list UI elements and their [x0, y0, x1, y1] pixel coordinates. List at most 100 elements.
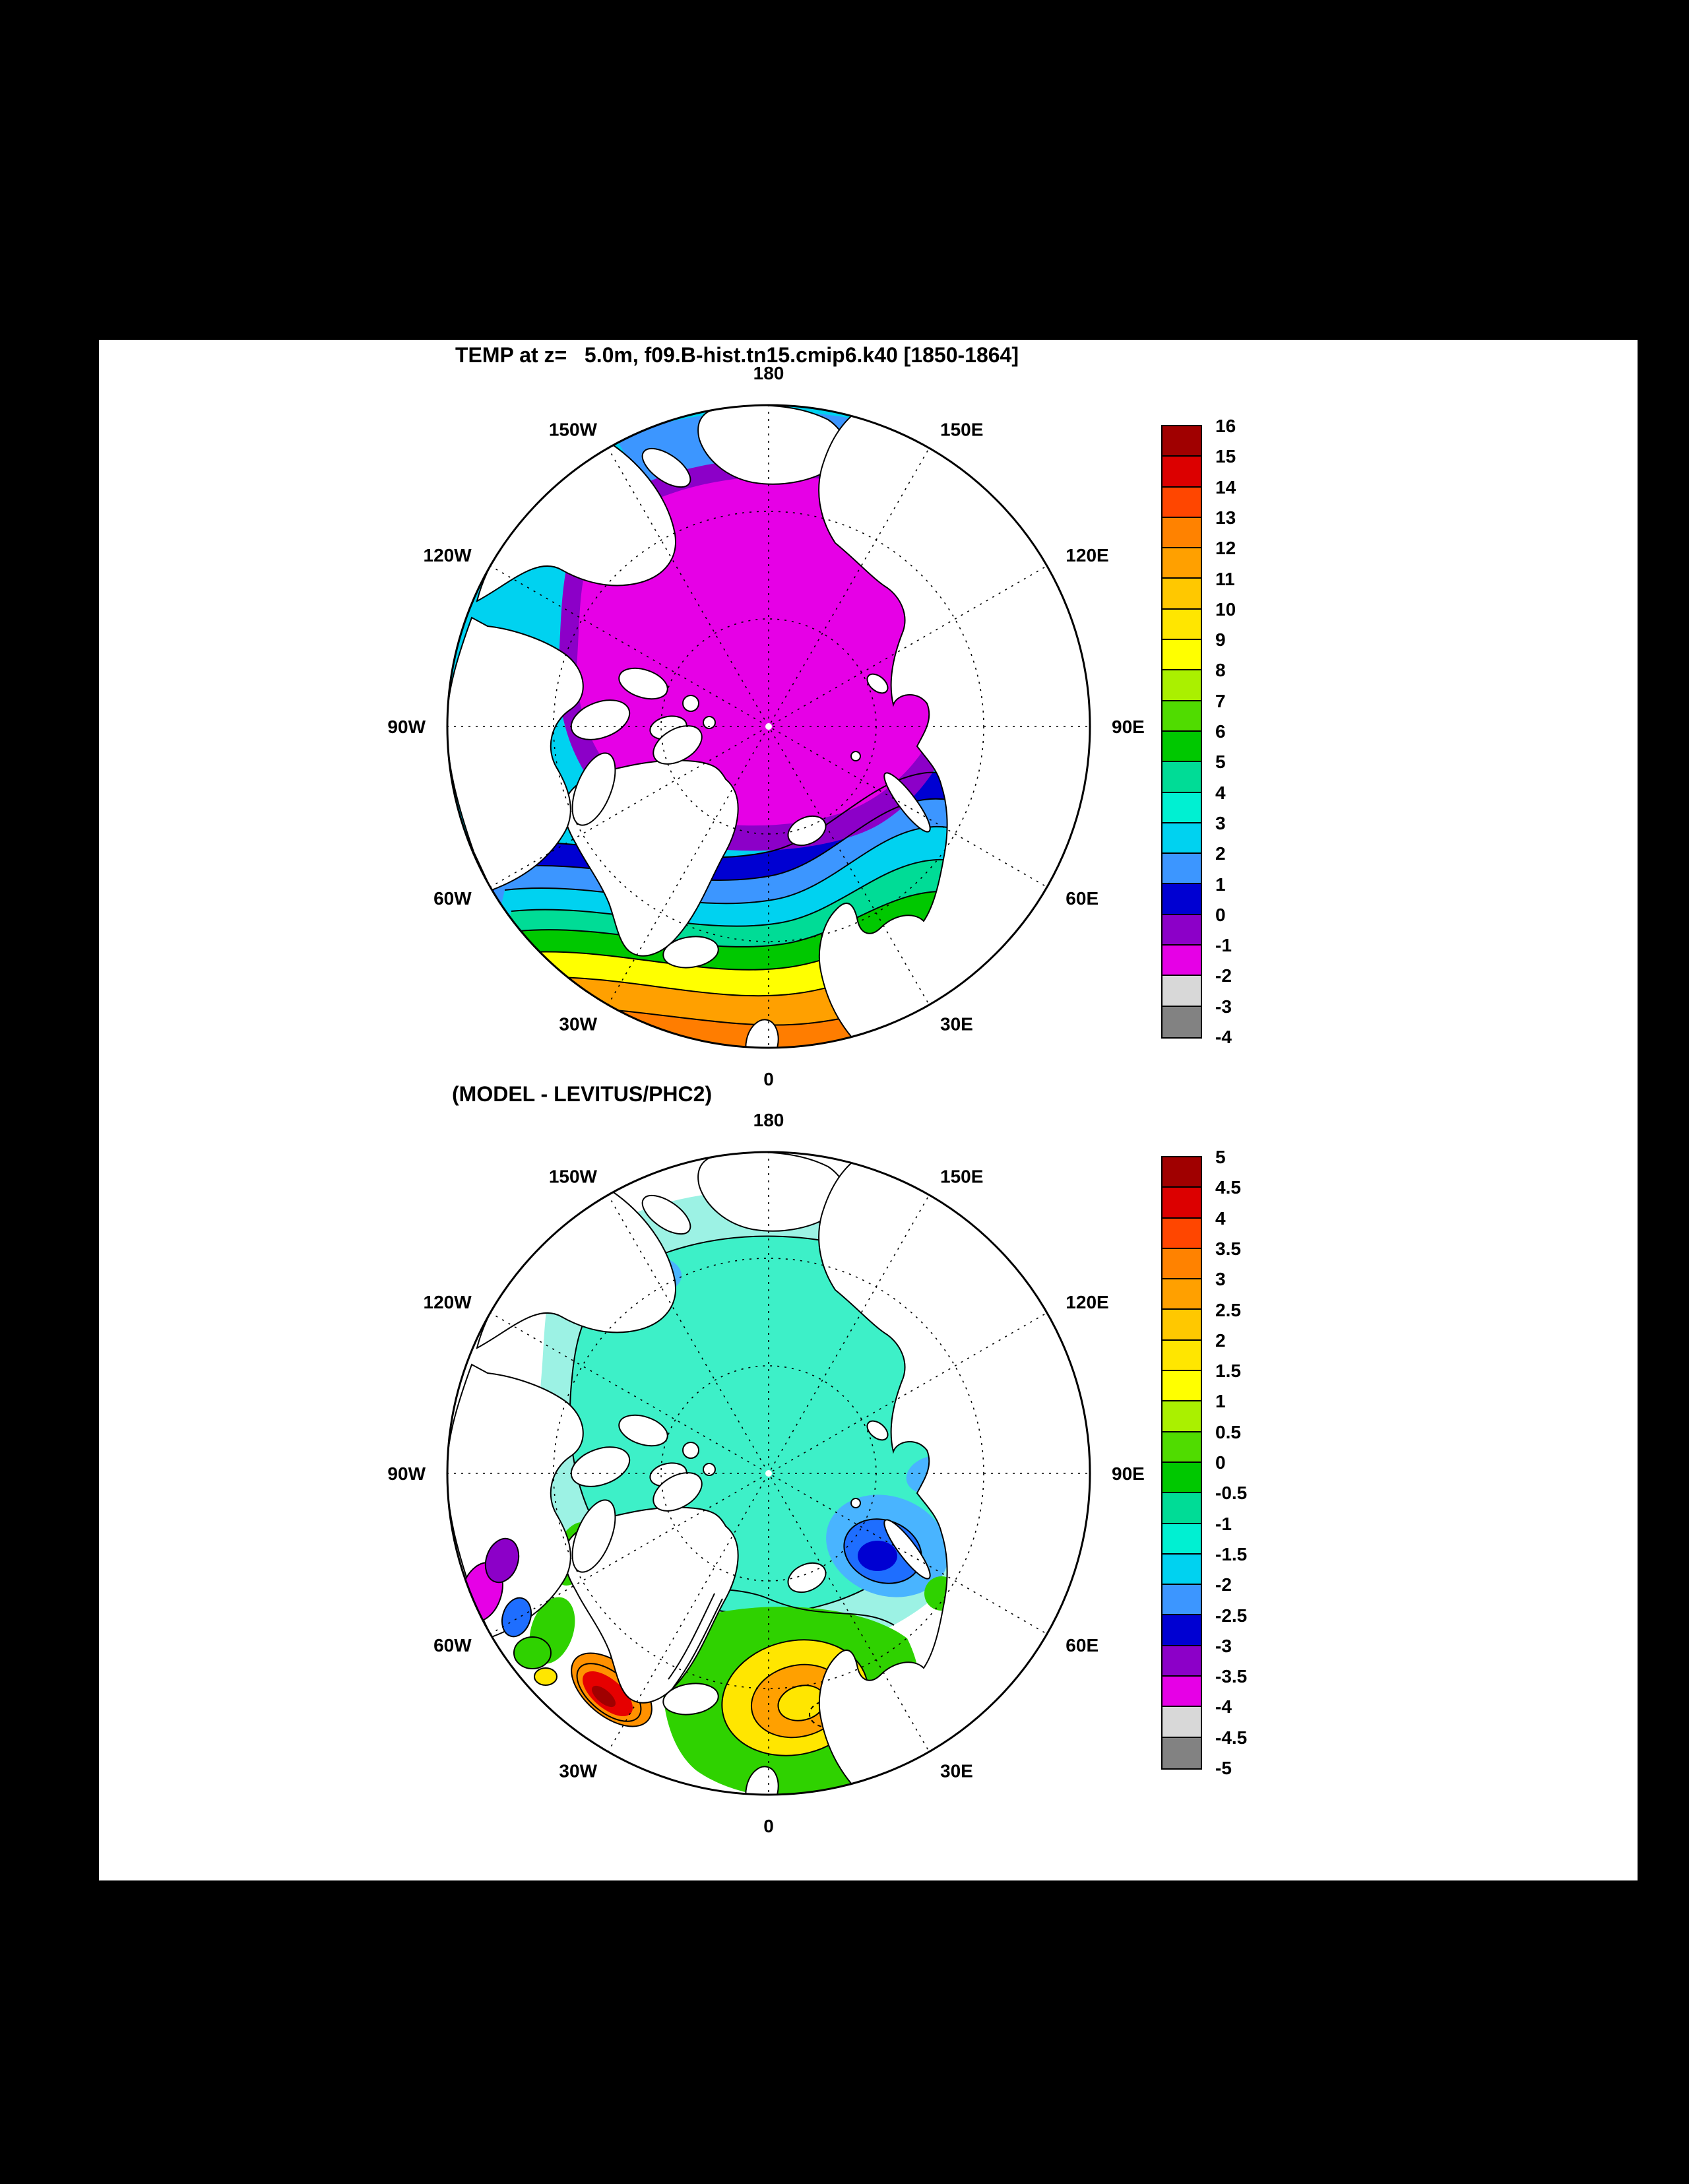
colorbar-box: [1163, 976, 1201, 1007]
lon-label-90E: 90E: [1112, 1463, 1145, 1484]
map2-field: [447, 1152, 1090, 1795]
colorbar-box: [1163, 1310, 1201, 1341]
lon-label-150E: 150E: [940, 420, 983, 440]
colorbar-level: 0: [1215, 1452, 1226, 1473]
colorbar-box: [1163, 548, 1201, 579]
colorbar-boxes: [1161, 425, 1202, 1039]
colorbar-level: 5: [1215, 1147, 1226, 1167]
colorbar-box: [1163, 854, 1201, 885]
colorbar-box: [1163, 1615, 1201, 1646]
colorbar-boxes: [1161, 1156, 1202, 1770]
colorbar-level: -4: [1215, 1027, 1232, 1047]
colorbar-box: [1163, 1432, 1201, 1463]
colorbar-box: [1163, 1340, 1201, 1372]
colorbar-level: -3: [1215, 996, 1232, 1017]
map1-field: [447, 405, 1090, 1048]
colorbar-level: 3.5: [1215, 1238, 1241, 1259]
colorbar-level: 12: [1215, 538, 1236, 559]
map2-rim: [446, 1151, 1091, 1796]
colorbar-level: 7: [1215, 690, 1226, 711]
colorbar-box: [1163, 670, 1201, 701]
lon-label-120E: 120E: [1066, 1292, 1108, 1312]
colorbar-level: 16: [1215, 416, 1236, 436]
colorbar-level: -1: [1215, 935, 1232, 956]
map2-lon-labels: 180 150E 120E 90E 60E 30E 0 30W 60W 90W 120W 150W: [387, 1110, 1144, 1836]
colorbar-box: [1163, 1737, 1201, 1768]
colorbar-box: [1163, 1401, 1201, 1432]
colorbar-level: -1.5: [1215, 1543, 1248, 1564]
colorbar-level: -4.5: [1215, 1727, 1248, 1748]
map-temperature: 180 150E 120E 90E 60E 30E 0 30W 60W 90W 120W 150W: [387, 363, 1144, 1089]
lon-label-30W: 30W: [559, 1013, 597, 1034]
colorbar-level: 0.5: [1215, 1421, 1241, 1442]
lon-label-0: 0: [763, 1816, 774, 1836]
colorbar-box: [1163, 640, 1201, 671]
colorbar-level: 10: [1215, 598, 1236, 620]
lon-label-180: 180: [753, 1110, 784, 1130]
colorbar-box: [1163, 1707, 1201, 1738]
colorbar-level: 2: [1215, 1330, 1226, 1351]
colorbar-box: [1163, 823, 1201, 854]
map1-lon-labels: 180 150E 120E 90E 60E 30E 0 30W 60W 90W 120W 150W: [387, 363, 1144, 1089]
colorbar-box: [1163, 609, 1201, 641]
colorbar-box: [1163, 579, 1201, 610]
colorbar-level: 1: [1215, 874, 1226, 895]
colorbar-level: 13: [1215, 507, 1236, 528]
colorbar-level: 15: [1215, 446, 1236, 467]
colorbar-level: 4.5: [1215, 1177, 1241, 1198]
colorbar-level: 5: [1215, 752, 1226, 773]
colorbar-box: [1163, 1279, 1201, 1310]
lon-label-60W: 60W: [433, 888, 472, 909]
colorbar-level: -2.5: [1215, 1605, 1248, 1626]
lon-label-60W: 60W: [433, 1635, 472, 1655]
lon-label-60E: 60E: [1066, 888, 1099, 909]
colorbar-box: [1163, 1493, 1201, 1524]
colorbar-box: [1163, 946, 1201, 977]
colorbar-box: [1163, 701, 1201, 732]
colorbar-level: 3: [1215, 812, 1226, 833]
colorbar-level: 3: [1215, 1269, 1226, 1290]
map-difference: 180 150E 120E 90E 60E 30E 0 30W 60W 90W 120W 150W: [387, 1110, 1144, 1836]
colorbar-level: 14: [1215, 476, 1236, 498]
map2-overland-features: [460, 1537, 723, 1688]
colorbar-box: [1163, 1371, 1201, 1402]
colorbar-level: -5: [1215, 1758, 1232, 1778]
colorbar-level: 2.5: [1215, 1299, 1241, 1320]
colorbar-level: 8: [1215, 660, 1226, 681]
lon-label-120W: 120W: [424, 1292, 472, 1312]
colorbar-box: [1163, 1006, 1201, 1037]
lon-label-30E: 30E: [940, 1760, 973, 1781]
colorbar-temperature: 16 15 14 13 12 11 10 9 8 7 6 5 4 3 2 1 0 -1 -2 -3 -4: [1161, 417, 1306, 1046]
colorbar-box: [1163, 426, 1201, 457]
colorbar-difference: 5 4.5 4 3.5 3 2.5 2 1.5 1 0.5 0 -0.5 -1 -1.5 -2 -2.5 -3 -…: [1161, 1148, 1306, 1778]
colorbar-box: [1163, 1218, 1201, 1249]
pole-dot: [765, 1470, 772, 1477]
lon-label-30W: 30W: [559, 1760, 597, 1781]
colorbar-level: 2: [1215, 843, 1226, 864]
colorbar-box: [1163, 1248, 1201, 1280]
colorbar-level: 6: [1215, 721, 1226, 742]
lon-label-180: 180: [753, 363, 784, 383]
colorbar-level: 4: [1215, 782, 1226, 803]
colorbar-box: [1163, 487, 1201, 518]
lon-label-90E: 90E: [1112, 717, 1145, 737]
colorbar-level: -2: [1215, 965, 1232, 986]
colorbar-box: [1163, 731, 1201, 763]
colorbar-level: -3.5: [1215, 1666, 1248, 1687]
colorbar-box: [1163, 1524, 1201, 1555]
colorbar-level: 1.5: [1215, 1361, 1241, 1382]
colorbar-level: -4: [1215, 1696, 1232, 1718]
colorbar-level: 9: [1215, 629, 1226, 651]
colorbar-box: [1163, 1677, 1201, 1708]
lon-label-0: 0: [763, 1069, 774, 1089]
lon-label-120E: 120E: [1066, 545, 1108, 565]
lon-label-60E: 60E: [1066, 1635, 1099, 1655]
lon-label-30E: 30E: [940, 1013, 973, 1034]
figure1-title: TEMP at z= 5.0m, f09.B-hist.tn15.cmip6.k…: [455, 343, 1019, 367]
colorbar-box: [1163, 1554, 1201, 1586]
colorbar-level: 0: [1215, 904, 1226, 925]
colorbar-level: -0.5: [1215, 1483, 1248, 1504]
colorbar-box: [1163, 517, 1201, 549]
colorbar-box: [1163, 792, 1201, 823]
